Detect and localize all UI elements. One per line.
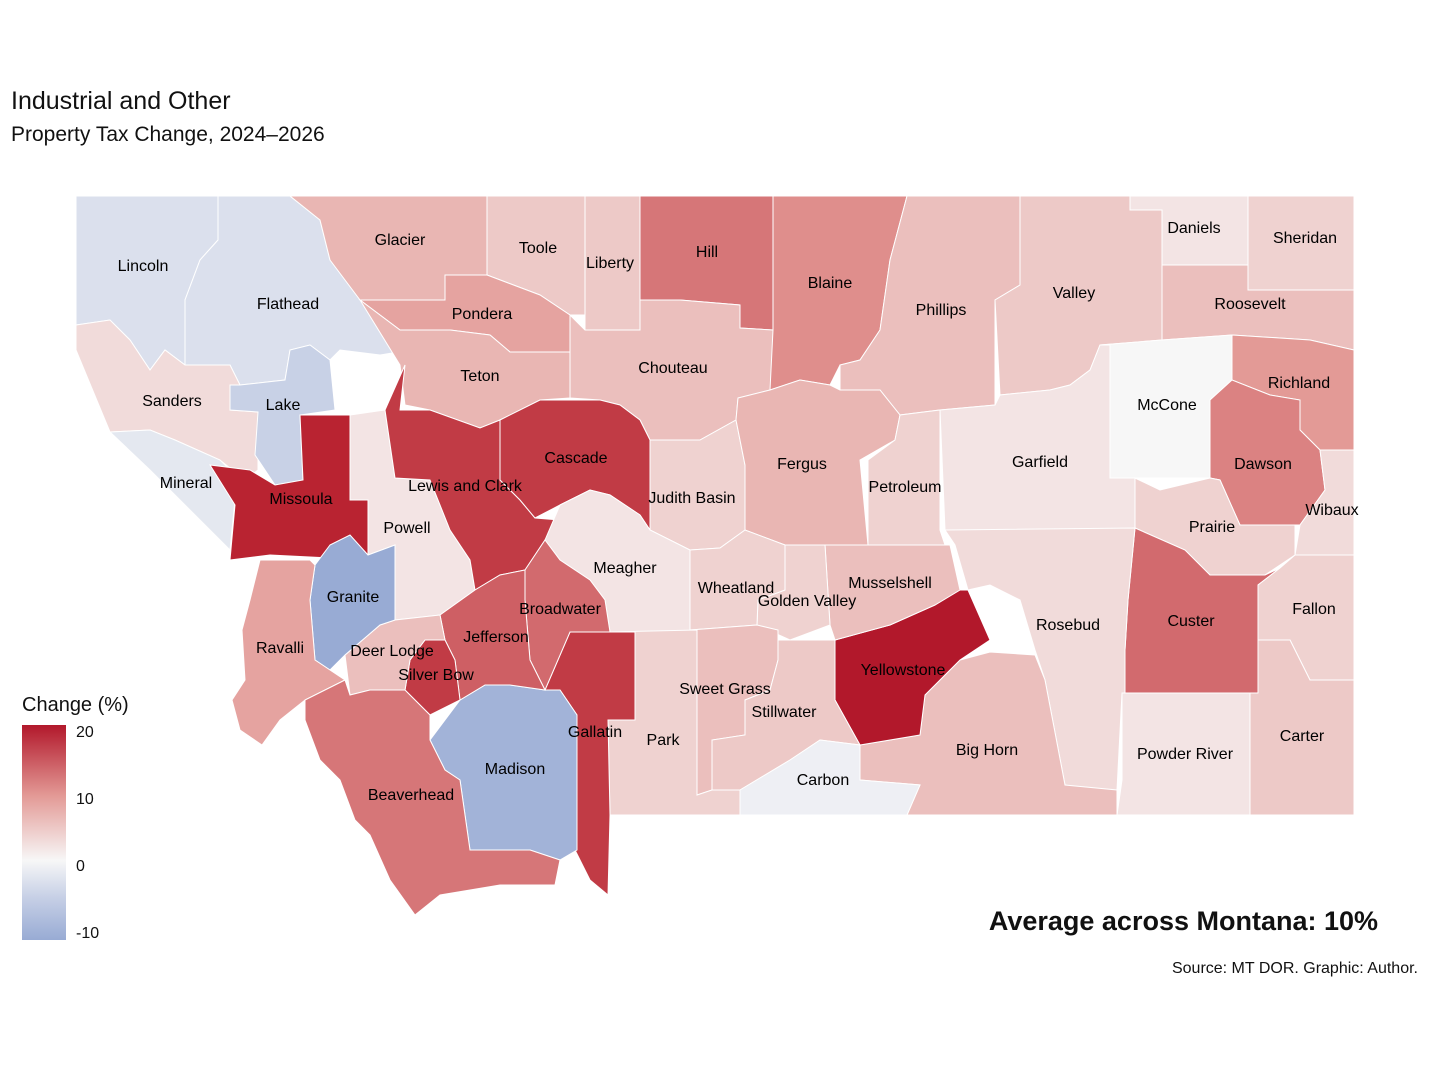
county-label-liberty: Liberty bbox=[586, 255, 634, 272]
county-label-broadwater: Broadwater bbox=[519, 601, 601, 618]
county-label-dawson: Dawson bbox=[1234, 456, 1292, 473]
county-label-big-horn: Big Horn bbox=[956, 742, 1018, 759]
county-label-sanders: Sanders bbox=[142, 393, 202, 410]
legend-tick: 20 bbox=[76, 724, 94, 741]
legend-title: Change (%) bbox=[22, 694, 129, 716]
county-label-toole: Toole bbox=[519, 240, 557, 257]
county-label-stillwater: Stillwater bbox=[752, 704, 818, 721]
county-label-fallon: Fallon bbox=[1292, 601, 1336, 618]
county-beaverhead bbox=[304, 679, 561, 916]
county-label-powell: Powell bbox=[383, 520, 430, 537]
county-label-teton: Teton bbox=[460, 368, 499, 385]
county-label-meagher: Meagher bbox=[593, 560, 657, 577]
county-label-missoula: Missoula bbox=[269, 491, 332, 508]
county-label-gallatin: Gallatin bbox=[568, 724, 622, 741]
county-label-lewis-and-clark: Lewis and Clark bbox=[408, 478, 523, 495]
county-powder-river bbox=[1116, 692, 1251, 816]
county-label-chouteau: Chouteau bbox=[638, 360, 707, 377]
county-label-yellowstone: Yellowstone bbox=[861, 662, 946, 679]
county-label-prairie: Prairie bbox=[1189, 519, 1235, 536]
county-judith-basin bbox=[649, 419, 746, 551]
legend-tick: -10 bbox=[76, 925, 100, 942]
county-label-fergus: Fergus bbox=[777, 456, 827, 473]
county-musselshell bbox=[824, 544, 961, 641]
county-label-daniels: Daniels bbox=[1167, 220, 1220, 237]
county-label-silver-bow: Silver Bow bbox=[398, 667, 474, 684]
county-carbon bbox=[739, 739, 921, 816]
county-label-richland: Richland bbox=[1268, 375, 1330, 392]
county-label-park: Park bbox=[647, 732, 681, 749]
county-label-ravalli: Ravalli bbox=[256, 640, 304, 657]
county-label-lake: Lake bbox=[266, 397, 301, 414]
county-label-flathead: Flathead bbox=[257, 296, 319, 313]
source-note: Source: MT DOR. Graphic: Author. bbox=[1171, 960, 1418, 977]
county-label-glacier: Glacier bbox=[375, 232, 426, 249]
county-label-roosevelt: Roosevelt bbox=[1214, 296, 1286, 313]
county-label-powder-river: Powder River bbox=[1137, 746, 1234, 763]
county-label-deer-lodge: Deer Lodge bbox=[350, 643, 434, 660]
county-carter bbox=[1249, 639, 1355, 816]
county-lake bbox=[229, 344, 336, 486]
map-title: Industrial and Other bbox=[11, 87, 231, 115]
county-label-judith-basin: Judith Basin bbox=[648, 490, 735, 507]
county-label-garfield: Garfield bbox=[1012, 454, 1068, 471]
legend-tick: 10 bbox=[76, 791, 94, 808]
county-label-sweet-grass: Sweet Grass bbox=[679, 681, 771, 698]
county-label-phillips: Phillips bbox=[916, 302, 967, 319]
county-teton bbox=[359, 299, 571, 429]
county-label-carbon: Carbon bbox=[797, 772, 849, 789]
county-label-granite: Granite bbox=[327, 589, 380, 606]
county-label-pondera: Pondera bbox=[452, 306, 513, 323]
legend-tick: 0 bbox=[76, 858, 85, 875]
county-label-custer: Custer bbox=[1167, 613, 1215, 630]
county-label-wheatland: Wheatland bbox=[698, 580, 775, 597]
county-label-petroleum: Petroleum bbox=[869, 479, 942, 496]
map-subtitle: Property Tax Change, 2024–2026 bbox=[11, 123, 325, 146]
county-label-mineral: Mineral bbox=[160, 475, 212, 492]
county-label-lincoln: Lincoln bbox=[118, 258, 169, 275]
county-label-madison: Madison bbox=[485, 761, 545, 778]
county-label-carter: Carter bbox=[1280, 728, 1325, 745]
county-label-rosebud: Rosebud bbox=[1036, 617, 1100, 634]
county-label-wibaux: Wibaux bbox=[1305, 502, 1358, 519]
county-label-golden-valley: Golden Valley bbox=[758, 593, 856, 610]
county-label-musselshell: Musselshell bbox=[848, 575, 932, 592]
legend-color-bar bbox=[22, 725, 66, 940]
county-label-cascade: Cascade bbox=[544, 450, 607, 467]
county-label-sheridan: Sheridan bbox=[1273, 230, 1337, 247]
county-ravalli bbox=[231, 559, 346, 746]
county-label-mccone: McCone bbox=[1137, 397, 1197, 414]
county-label-hill: Hill bbox=[696, 244, 718, 261]
county-label-valley: Valley bbox=[1053, 285, 1095, 302]
average-annotation: Average across Montana: 10% bbox=[988, 906, 1378, 936]
county-label-beaverhead: Beaverhead bbox=[368, 787, 454, 804]
county-label-blaine: Blaine bbox=[808, 275, 853, 292]
county-label-jefferson: Jefferson bbox=[463, 629, 529, 646]
